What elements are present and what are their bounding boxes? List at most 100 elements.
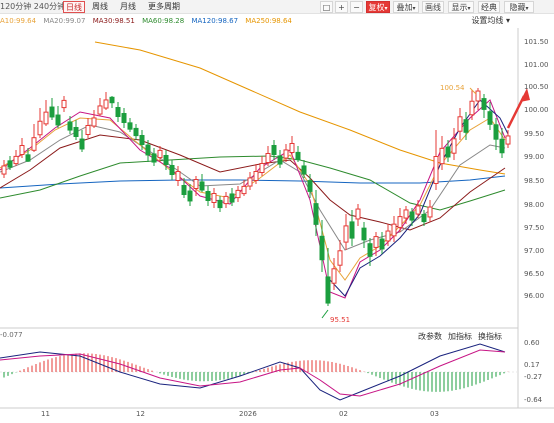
ma-settings-button[interactable]: 设置均线 ▾ bbox=[471, 14, 510, 28]
overlay-label: 叠加 bbox=[396, 3, 413, 12]
candle-body bbox=[7, 160, 13, 168]
candle-body bbox=[55, 114, 61, 126]
square-icon[interactable]: □ bbox=[320, 1, 333, 13]
ma-line bbox=[0, 175, 506, 189]
candle-body bbox=[223, 195, 229, 205]
candle-body bbox=[79, 138, 85, 150]
candle-body bbox=[277, 155, 283, 165]
candle-body bbox=[313, 203, 319, 225]
add-indicator-button[interactable]: 加指标 bbox=[448, 332, 472, 341]
ma-line bbox=[94, 41, 506, 175]
candle-body bbox=[337, 250, 343, 266]
candle-body bbox=[1, 165, 7, 175]
draw-line-button[interactable]: 画线 bbox=[422, 1, 444, 13]
overlay-button[interactable]: 叠加▾ bbox=[393, 1, 419, 13]
candle-body bbox=[127, 122, 133, 130]
candle-body bbox=[493, 124, 499, 140]
candle-body bbox=[199, 181, 205, 191]
tab-weekly[interactable]: 周线 bbox=[92, 2, 108, 11]
ma-line bbox=[0, 134, 506, 231]
candle-body bbox=[133, 127, 139, 137]
candle-body bbox=[211, 193, 217, 203]
candle-body bbox=[283, 149, 289, 159]
chevron-down-icon: ▾ bbox=[384, 5, 388, 12]
tab-monthly[interactable]: 月线 bbox=[120, 2, 136, 11]
candle-body bbox=[301, 165, 307, 175]
candle-body bbox=[355, 208, 361, 220]
period-options-text[interactable]: 120分钟 240分钟 bbox=[0, 2, 66, 11]
zoom-in-icon[interactable]: + bbox=[335, 1, 348, 13]
candle-body bbox=[241, 185, 247, 195]
candle-body bbox=[427, 206, 433, 218]
macd-tick: -0.64 bbox=[524, 396, 543, 404]
ma20-value: MA20:99.07 bbox=[43, 17, 86, 25]
tab-daily[interactable]: 日线 bbox=[63, 1, 85, 13]
macd-tick: 0.17 bbox=[524, 361, 540, 369]
candle-body bbox=[319, 235, 325, 261]
candle-body bbox=[289, 143, 295, 153]
candle-body bbox=[265, 153, 271, 163]
candle-body bbox=[433, 156, 439, 184]
hide-button[interactable]: 隐藏▾ bbox=[504, 1, 534, 13]
candle-body bbox=[325, 276, 331, 304]
date-tick: 03 bbox=[430, 410, 439, 418]
change-params-button[interactable]: 改参数 bbox=[418, 332, 442, 341]
candle-body bbox=[505, 135, 511, 145]
candle-body bbox=[295, 151, 301, 161]
ma-line bbox=[0, 99, 506, 299]
macd-dif-line bbox=[0, 343, 506, 401]
candle-body bbox=[217, 199, 223, 209]
candle-body bbox=[445, 146, 451, 158]
classic-button[interactable]: 经典 bbox=[478, 1, 500, 13]
candle-body bbox=[373, 236, 379, 248]
candle-body bbox=[457, 116, 463, 132]
ma-line bbox=[0, 124, 506, 251]
candle-body bbox=[487, 111, 493, 125]
candle-body bbox=[439, 147, 445, 165]
candle-body bbox=[307, 180, 313, 192]
candle-body bbox=[475, 90, 481, 102]
candle-body bbox=[469, 100, 475, 116]
candle-body bbox=[259, 163, 265, 173]
date-tick: 02 bbox=[339, 410, 348, 418]
candle-body bbox=[175, 171, 181, 181]
candle-body bbox=[403, 209, 409, 219]
low-price-label: 95.51 bbox=[330, 316, 350, 324]
candle-body bbox=[139, 135, 145, 145]
candle-body bbox=[61, 99, 67, 109]
price-tick: 96.50 bbox=[524, 270, 545, 278]
candle-body bbox=[253, 171, 259, 181]
chart-toolbar: 120分钟 240分钟 日线 周线 月线 更多周期 □ + − 复权▾ 叠加▾ … bbox=[0, 0, 554, 14]
display-button[interactable]: 显示▾ bbox=[448, 1, 474, 13]
price-tick: 100.50 bbox=[524, 83, 549, 91]
tab-more-periods[interactable]: 更多周期 bbox=[148, 2, 180, 11]
adjust-button[interactable]: 复权▾ bbox=[366, 1, 390, 13]
chevron-down-icon: ▾ bbox=[505, 16, 510, 25]
candle-body bbox=[229, 193, 235, 203]
candle-body bbox=[379, 238, 385, 250]
candle-body bbox=[331, 268, 337, 284]
ma30-value: MA30:98.51 bbox=[92, 17, 135, 25]
price-tick: 99.50 bbox=[524, 130, 545, 138]
up-arrow-icon bbox=[520, 88, 530, 102]
price-tick: 98.00 bbox=[524, 201, 545, 209]
macd-tick: 0.60 bbox=[524, 339, 540, 347]
date-tick: 11 bbox=[41, 410, 50, 418]
candle-body bbox=[391, 223, 397, 237]
high-marker-line bbox=[469, 87, 477, 95]
candle-body bbox=[481, 98, 487, 110]
date-tick: 2026 bbox=[239, 410, 257, 418]
candle-body bbox=[103, 99, 109, 109]
candle-body bbox=[397, 216, 403, 228]
ma10-value: A10:99.64 bbox=[0, 17, 37, 25]
switch-indicator-button[interactable]: 换指标 bbox=[478, 332, 502, 341]
hide-label: 隐藏 bbox=[509, 3, 526, 12]
price-tick: 99.00 bbox=[524, 153, 545, 161]
chevron-down-icon: ▾ bbox=[412, 5, 416, 12]
zoom-out-icon[interactable]: − bbox=[350, 1, 363, 13]
price-tick: 97.50 bbox=[524, 224, 545, 232]
candle-body bbox=[115, 107, 121, 117]
candle-body bbox=[247, 177, 253, 187]
candle-body bbox=[25, 154, 31, 162]
